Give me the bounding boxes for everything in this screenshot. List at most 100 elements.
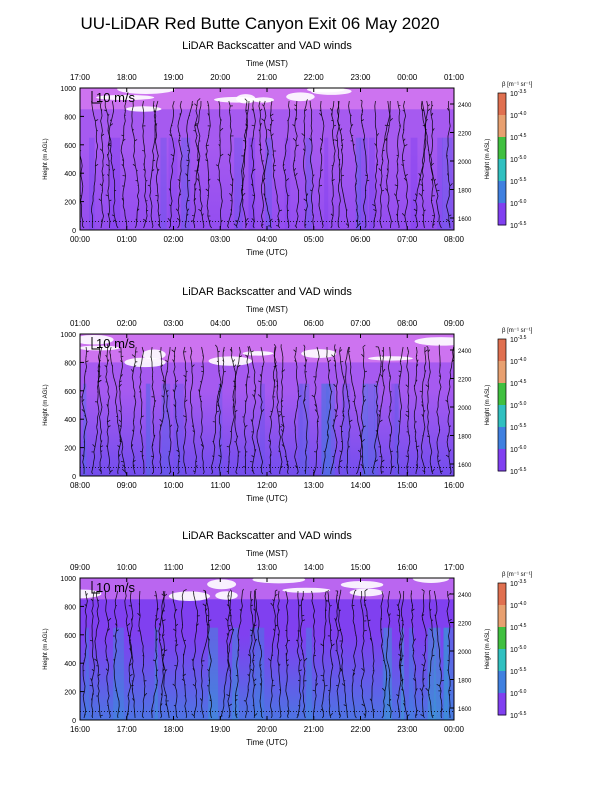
backscatter-streak: [359, 137, 368, 230]
x-tick-label: 21:00: [304, 725, 325, 734]
top-tick-label: 06:00: [304, 319, 325, 328]
wind-vector-column: [330, 344, 339, 475]
wind-vector-column: [175, 100, 183, 229]
wind-vector-column: [198, 346, 205, 475]
wind-vector-column: [420, 100, 435, 229]
wind-vector-column: [396, 346, 404, 475]
backscatter-streak: [374, 383, 379, 476]
no-data-patch: [412, 578, 450, 583]
wind-vector-column: [184, 100, 194, 229]
x-tick-label: 20:00: [257, 725, 278, 734]
backscatter-streak: [367, 383, 375, 476]
wind-vector-column: [360, 590, 367, 719]
backscatter-streak: [260, 383, 265, 476]
wind-vector-column: [108, 100, 119, 229]
backscatter-streak: [89, 137, 95, 230]
colorbar-tick-label: 10-5.0: [510, 645, 527, 654]
wind-vector-column: [348, 346, 363, 475]
y-tick-label: 200: [64, 690, 76, 697]
backscatter-streak: [265, 137, 272, 230]
no-data-patch: [124, 357, 166, 368]
wind-vector-column: [425, 346, 435, 475]
wind-vector-column: [152, 100, 161, 229]
top-tick-label: 05:00: [257, 319, 278, 328]
colorbar-segment: [498, 203, 506, 226]
x-tick-label: 01:00: [117, 235, 138, 244]
backscatter-streak: [382, 627, 386, 720]
wind-vector-column: [303, 344, 308, 475]
wind-vector-column: [167, 100, 176, 229]
top-tick-label: 16:00: [397, 563, 418, 572]
backscatter-streak: [391, 383, 398, 476]
right-tick-label: 2000: [458, 406, 472, 412]
backscatter-streak: [320, 383, 329, 476]
colorbar-tick-label: 10-3.5: [510, 335, 527, 344]
wind-vector-column: [182, 346, 188, 475]
wind-vector-column: [358, 344, 368, 475]
colorbar-segment: [498, 383, 506, 406]
backscatter-streak: [284, 137, 291, 230]
wind-vector-column: [104, 590, 112, 719]
no-data-patch: [80, 334, 114, 345]
backscatter-streak: [322, 383, 331, 476]
backscatter-streak: [400, 627, 405, 720]
top-tick-label: 15:00: [350, 563, 371, 572]
right-tick-label: 2200: [458, 378, 472, 384]
no-data-patch: [96, 94, 155, 101]
right-tick-label: 1800: [458, 679, 472, 685]
panel-3: LiDAR Backscatter and VAD winds Time (MST…: [43, 530, 533, 747]
wind-vector-column: [82, 590, 88, 719]
colorbar-segment: [498, 159, 506, 182]
right-axis-label: Height (m ASL): [485, 139, 491, 180]
no-data-patch: [286, 92, 315, 102]
top-tick-label: 01:00: [70, 319, 91, 328]
backscatter-streak: [355, 137, 361, 230]
no-data-patch: [414, 337, 454, 346]
colorbar-segment: [498, 583, 506, 606]
wind-vector-column: [273, 346, 283, 475]
backscatter-streak: [442, 137, 453, 230]
wind-vector-column: [131, 346, 138, 475]
right-tick-label: 2200: [458, 132, 472, 138]
x-tick-label: 05:00: [304, 235, 325, 244]
backscatter-streak: [408, 627, 414, 720]
backscatter-streak: [161, 383, 171, 476]
wind-vector-column: [378, 100, 391, 229]
wind-vector-column: [193, 98, 205, 229]
top-tick-label: 21:00: [257, 73, 278, 82]
wind-vector-column: [445, 100, 453, 229]
y-tick-label: 0: [72, 718, 76, 725]
right-tick-label: 1600: [458, 217, 472, 223]
wind-vector-column: [372, 346, 382, 475]
right-tick-label: 2000: [458, 650, 472, 656]
wind-vector-column: [142, 100, 149, 229]
wind-vector-column: [258, 100, 266, 229]
backscatter-streak: [427, 627, 436, 720]
colorbar-tick-label: 10-5.5: [510, 177, 527, 186]
wind-vector-column: [385, 590, 392, 719]
wind-vector-column: [124, 590, 136, 719]
x-tick-label: 06:00: [350, 235, 371, 244]
wind-vector-column: [240, 100, 250, 229]
backscatter-streak: [341, 383, 351, 476]
right-tick-label: 1800: [458, 189, 472, 195]
scale-arrow: [91, 581, 100, 594]
wind-vector-column: [292, 100, 300, 229]
colorbar-segment: [498, 181, 506, 204]
wind-vector-column: [345, 346, 353, 475]
right-tick-label: 2400: [458, 593, 472, 599]
wind-vector-column: [191, 100, 202, 229]
wind-vector-column: [419, 346, 428, 475]
backscatter-streak: [297, 383, 303, 476]
colorbar-tick-label: 10-6.0: [510, 689, 527, 698]
no-data-patch: [125, 106, 162, 112]
panel-title: LiDAR Backscatter and VAD winds: [182, 286, 352, 298]
no-data-patch: [168, 591, 211, 602]
backscatter-streak: [383, 627, 392, 720]
right-tick-label: 2400: [458, 349, 472, 355]
colorbar-segment: [498, 115, 506, 138]
y-tick-label: 800: [64, 114, 76, 121]
wind-vector-column: [109, 346, 127, 475]
wind-vector-column: [413, 346, 420, 475]
